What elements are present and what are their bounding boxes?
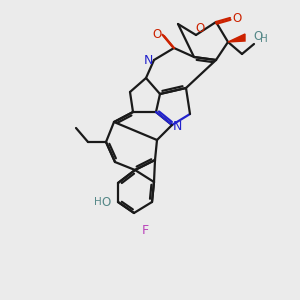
Text: H: H bbox=[260, 34, 268, 44]
Text: H: H bbox=[94, 197, 102, 207]
Text: N: N bbox=[143, 53, 153, 67]
Text: O: O bbox=[101, 196, 111, 208]
Text: O: O bbox=[152, 28, 162, 40]
Text: F: F bbox=[141, 224, 148, 236]
Polygon shape bbox=[228, 34, 245, 42]
Text: O: O bbox=[254, 31, 262, 44]
Text: N: N bbox=[172, 121, 182, 134]
Text: O: O bbox=[195, 22, 205, 34]
Text: O: O bbox=[232, 11, 242, 25]
